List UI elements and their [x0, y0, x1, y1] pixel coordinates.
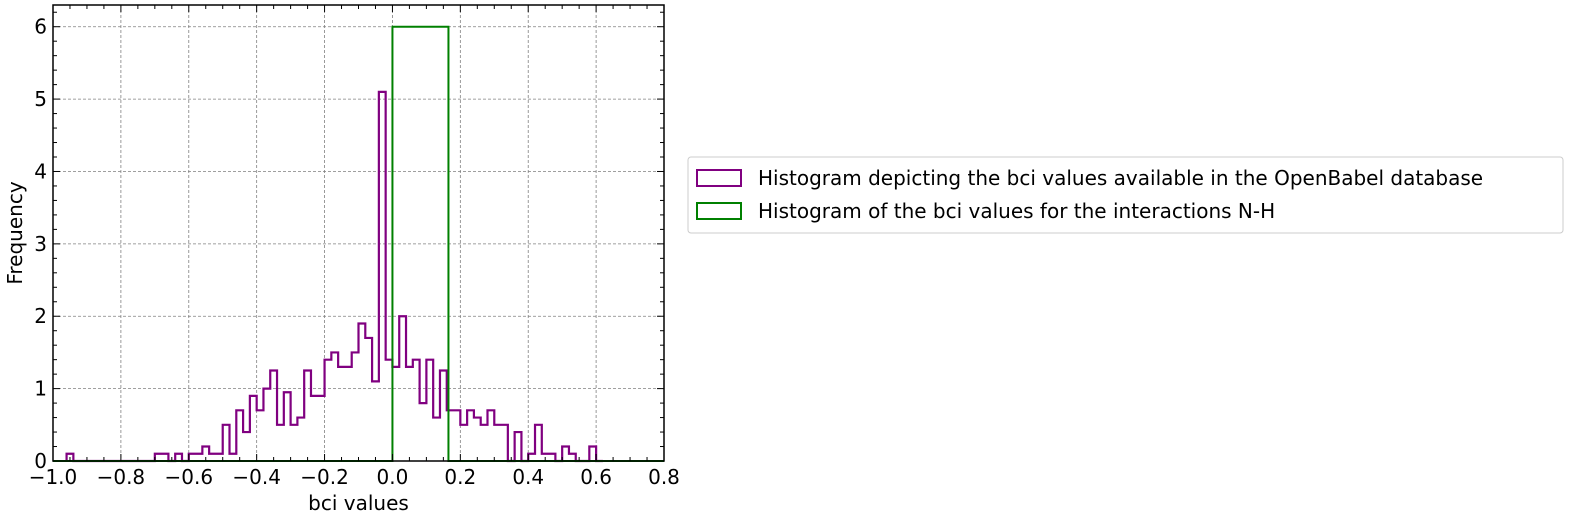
x-tick-label: 0.2	[444, 465, 476, 489]
x-tick-label: 0.4	[512, 465, 544, 489]
ticks: −1.0 −0.8 −0.6 −0.4 −0.2 0.0 0.2 0.4 0.6 0.8 0 1 2 3 4…	[29, 5, 680, 489]
grid	[52, 5, 665, 462]
legend-box	[687, 156, 1564, 234]
x-tick-label: 0.0	[377, 465, 409, 489]
x-tick-label: −0.8	[97, 465, 146, 489]
y-tick-label: 0	[34, 449, 47, 473]
x-tick-label: 0.8	[648, 465, 680, 489]
legend-swatch-n-h	[696, 202, 742, 220]
y-tick-label: 2	[34, 304, 47, 328]
y-tick-label: 4	[34, 159, 47, 183]
x-tick-label: −1.0	[29, 465, 78, 489]
legend-label-n-h: Histogram of the bci values for the inte…	[758, 199, 1275, 223]
x-tick-label: −0.2	[300, 465, 349, 489]
legend: Histogram depicting the bci values avail…	[687, 156, 1564, 234]
x-tick-label: −0.6	[164, 465, 213, 489]
x-tick-label: 0.6	[580, 465, 612, 489]
legend-label-openbabel: Histogram depicting the bci values avail…	[758, 166, 1483, 190]
y-tick-label: 1	[34, 377, 47, 401]
y-tick-label: 5	[34, 87, 47, 111]
plot-frame	[52, 4, 665, 462]
x-tick-label: −0.4	[232, 465, 281, 489]
legend-swatch-openbabel	[696, 169, 742, 187]
y-tick-label: 6	[34, 15, 47, 39]
x-axis-label: bci values	[308, 491, 409, 515]
histogram-openbabel	[65, 90, 603, 463]
y-tick-label: 3	[34, 232, 47, 256]
y-axis-label: Frequency	[3, 181, 27, 284]
axes	[52, 4, 665, 462]
